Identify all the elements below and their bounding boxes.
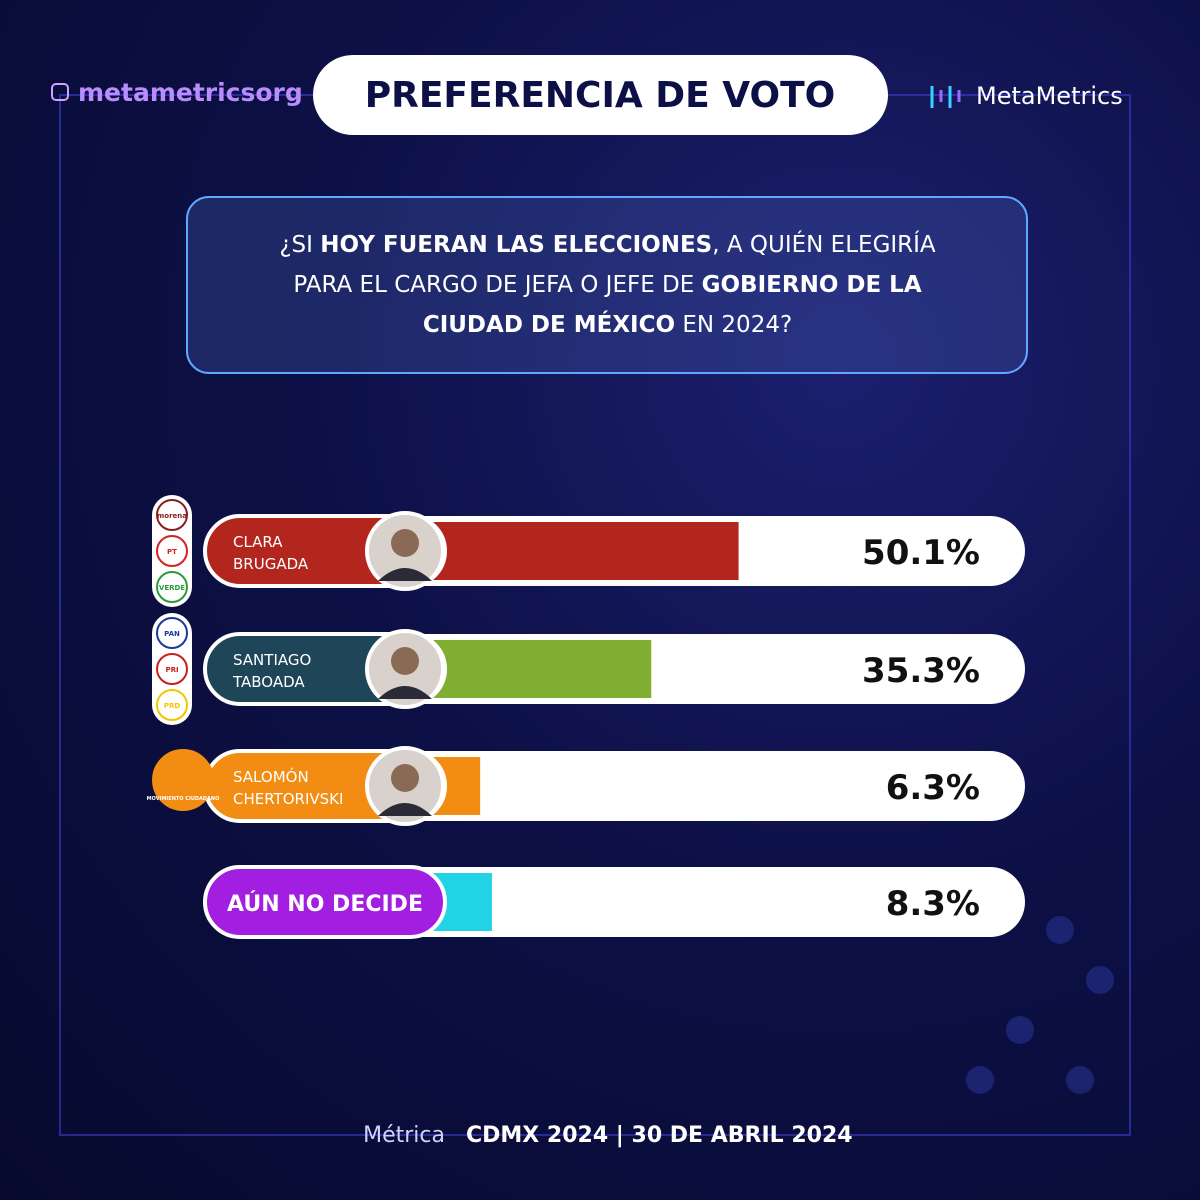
party-name: morena (157, 512, 187, 520)
decor-dot (1046, 916, 1074, 944)
party-name: MOVIMIENTO CIUDADANO (147, 796, 220, 802)
question: ¿SI HOY FUERAN LAS ELECCIONES, A QUIÉN E… (200, 205, 1015, 365)
value-label: 50.1% (862, 533, 980, 573)
party-name: PT (167, 548, 177, 556)
handle: metametricsorg (78, 78, 303, 107)
photo-head (391, 764, 419, 792)
question-part: EN 2024? (675, 312, 793, 338)
question-text: ¿SI HOY FUERAN LAS ELECCIONES, A QUIÉN E… (250, 225, 965, 345)
party-logo (156, 689, 188, 721)
title-pill (313, 55, 888, 135)
category-label: AÚN NO DECIDE (227, 891, 423, 917)
value-label: 6.3% (886, 768, 980, 808)
party-logo (156, 499, 188, 531)
party-logo (156, 617, 188, 649)
category-label: BRUGADA (233, 555, 309, 573)
party-name: PAN (164, 630, 180, 638)
footer-right: CDMX 2024 | 30 DE ABRIL 2024 (466, 1123, 853, 1148)
decor-dot (1006, 1016, 1034, 1044)
question-part: ¿SI (279, 232, 321, 258)
brand: MetaMetrics (976, 82, 1123, 110)
party-logo (156, 535, 188, 567)
decor-dot (1086, 966, 1114, 994)
category-label: SANTIAGO (233, 651, 311, 669)
footer-left: Métrica (363, 1123, 445, 1148)
party-name: VERDE (159, 584, 185, 592)
photo-body (378, 686, 432, 699)
photo-body (378, 568, 432, 581)
photo-head (391, 529, 419, 557)
question-part: , A QUIÉN ELEGIRÍA PARA EL CARGO DE JEFA… (293, 232, 936, 298)
question-part: HOY FUERAN LAS ELECCIONES (320, 232, 713, 258)
category-label: CHERTORIVSKI (233, 790, 343, 808)
party-name: PRI (165, 666, 178, 674)
question-box (186, 196, 1028, 374)
category-label: CLARA (233, 533, 283, 551)
photo-head (391, 647, 419, 675)
chart-title: PREFERENCIA DE VOTO (365, 75, 836, 116)
category-label: SALOMÓN (233, 767, 309, 786)
party-logo (156, 571, 188, 603)
question-part: GOBIERNO DE LA CIUDAD DE MÉXICO (422, 272, 922, 338)
decor-dot (1066, 1066, 1094, 1094)
party-logo (156, 653, 188, 685)
party-name: PRD (164, 702, 181, 710)
value-label: 8.3% (886, 884, 980, 924)
handle-icon (51, 83, 69, 101)
category-label: TABOADA (232, 673, 305, 691)
decor-dot (966, 1066, 994, 1094)
party-logo (152, 749, 214, 811)
label-pill (203, 865, 447, 939)
value-label: 35.3% (862, 651, 980, 691)
photo-body (378, 803, 432, 816)
